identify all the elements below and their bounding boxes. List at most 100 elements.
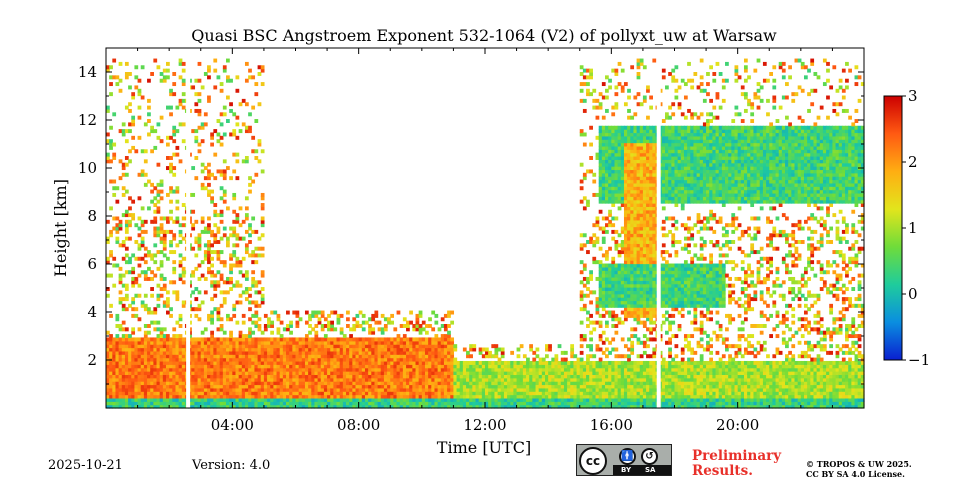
heatmap-cell [336, 394, 341, 399]
heatmap-cell [576, 360, 581, 365]
heatmap-cell [601, 266, 606, 271]
heatmap-cell [576, 377, 581, 382]
heatmap-cell [601, 169, 606, 174]
heatmap-cell [178, 58, 183, 63]
heatmap-cell [554, 401, 559, 406]
heatmap-cell [627, 209, 631, 214]
heatmap-cell [402, 357, 407, 362]
heatmap-cell [140, 303, 145, 308]
heatmap-cell [263, 391, 268, 396]
heatmap-cell [128, 72, 132, 76]
heatmap-cell [617, 250, 622, 255]
heatmap-cell [260, 357, 265, 362]
heatmap-cell [112, 58, 117, 63]
heatmap-cell [197, 240, 202, 244]
heatmap-cell [488, 387, 492, 392]
heatmap-cell [443, 387, 448, 392]
heatmap-cell [118, 404, 123, 409]
heatmap-cell [598, 297, 603, 302]
heatmap-cell [339, 344, 344, 349]
heatmap-cell [216, 374, 221, 379]
heatmap-cell [263, 401, 268, 406]
heatmap-cell [194, 307, 199, 312]
heatmap-cell [582, 206, 587, 211]
heatmap-cell [314, 354, 319, 359]
heatmap-cell [203, 377, 208, 382]
heatmap-cell [434, 401, 439, 406]
heatmap-cell [200, 350, 205, 355]
heatmap-cell [620, 229, 625, 234]
heatmap-cell [415, 350, 420, 355]
heatmap-cell [371, 384, 376, 389]
heatmap-cell [627, 125, 631, 130]
heatmap-cell [608, 199, 612, 204]
heatmap-cell [567, 381, 571, 386]
heatmap-cell [194, 377, 199, 382]
heatmap-cell [339, 357, 344, 362]
heatmap-cell [162, 229, 167, 234]
heatmap-cell [377, 404, 382, 409]
heatmap-cell [169, 381, 173, 386]
heatmap-cell [627, 223, 631, 228]
heatmap-cell [605, 270, 609, 275]
heatmap-cell [140, 337, 145, 342]
heatmap-cell [380, 381, 385, 386]
heatmap-cell [582, 233, 587, 238]
heatmap-cell [150, 401, 154, 406]
heatmap-cell [140, 169, 145, 174]
heatmap-cell [611, 404, 616, 409]
heatmap-cell [134, 313, 139, 318]
heatmap-cell [627, 182, 631, 187]
heatmap-cell [614, 152, 619, 157]
heatmap-cell [608, 85, 612, 90]
heatmap-cell [200, 360, 205, 365]
heatmap-cell [418, 330, 423, 335]
heatmap-cell [197, 236, 202, 241]
heatmap-cell [630, 280, 635, 285]
heatmap-cell [216, 307, 221, 312]
heatmap-cell [162, 364, 167, 369]
heatmap-cell [402, 397, 407, 402]
heatmap-cell [346, 391, 350, 396]
heatmap-cell [595, 384, 600, 389]
heatmap-cell [630, 135, 635, 140]
heatmap-cell [115, 240, 120, 244]
heatmap-cell [443, 350, 448, 355]
heatmap-cell [368, 364, 372, 369]
heatmap-cell [156, 229, 161, 234]
heatmap-cell [497, 401, 502, 406]
heatmap-cell [595, 192, 600, 197]
heatmap-cell [485, 404, 489, 409]
heatmap-cell [620, 68, 625, 73]
heatmap-cell [519, 344, 524, 349]
heatmap-cell [166, 135, 170, 140]
heatmap-cell [244, 364, 249, 369]
heatmap-cell [396, 337, 401, 342]
heatmap-cell [399, 374, 404, 379]
heatmap-cell [311, 377, 316, 382]
heatmap-cell [219, 290, 224, 295]
heatmap-cell [219, 112, 224, 117]
heatmap-cell [248, 337, 252, 342]
heatmap-cell [503, 367, 508, 372]
heatmap-cell [213, 374, 218, 379]
heatmap-cell [150, 293, 154, 298]
heatmap-cell [241, 371, 246, 375]
heatmap-cell [554, 374, 559, 379]
heatmap-cell [576, 371, 581, 375]
heatmap-cell [140, 350, 145, 355]
heatmap-cell [147, 119, 151, 123]
heatmap-cell [450, 340, 455, 345]
heatmap-cell [320, 313, 325, 318]
heatmap-cell [222, 65, 227, 70]
heatmap-cell [352, 367, 357, 372]
heatmap-cell [219, 394, 224, 399]
heatmap-cell [254, 344, 259, 349]
heatmap-cell [298, 354, 303, 359]
heatmap-cell [115, 236, 120, 241]
heatmap-cell [500, 391, 505, 396]
heatmap-cell [620, 192, 625, 197]
heatmap-cell [437, 404, 442, 409]
heatmap-cell [178, 240, 183, 244]
heatmap-cell [620, 377, 625, 382]
